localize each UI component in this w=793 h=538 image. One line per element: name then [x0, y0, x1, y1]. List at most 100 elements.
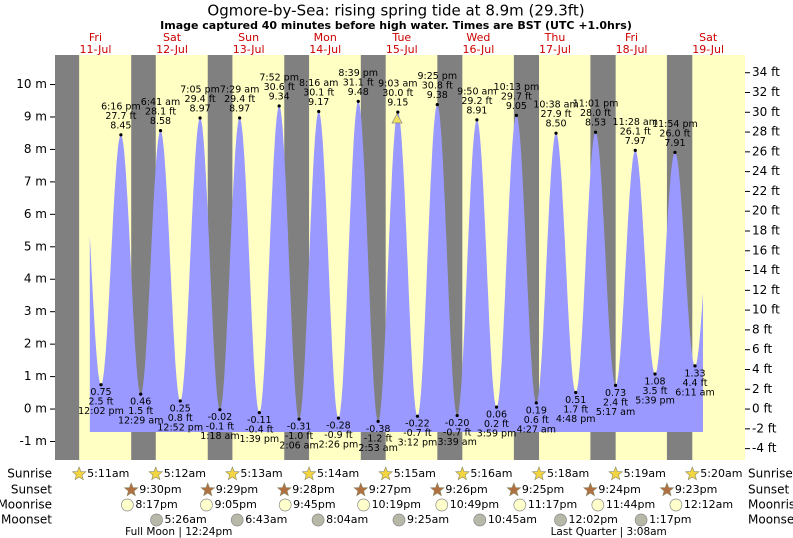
sunrise-icon	[608, 466, 624, 481]
high-tide-label: 29.4 ft	[224, 94, 255, 105]
high-tide-label: 9.05	[506, 101, 527, 112]
y-tick-label: 2 m	[24, 337, 47, 351]
y2-tick-label: 0 ft	[752, 402, 772, 416]
moonset-icon	[634, 513, 648, 527]
high-tide-label: 6:16 pm	[101, 101, 141, 112]
y2-tick-label: 28 ft	[752, 125, 780, 139]
moonrise-icon	[669, 498, 683, 512]
high-tide-label: 8.45	[110, 120, 131, 131]
y2-tick-label: 30 ft	[752, 105, 780, 119]
low-tide-label: -0.9 ft	[324, 430, 353, 441]
low-tide-label: -1.2 ft	[364, 433, 393, 444]
sunset-icon	[429, 482, 445, 497]
night-band	[55, 55, 80, 460]
tide-point	[693, 364, 697, 368]
high-tide-label: 30.8 ft	[422, 81, 453, 92]
y-tick-label: 8 m	[24, 142, 47, 156]
high-tide-label: 9.17	[308, 97, 329, 108]
tide-point	[514, 113, 519, 117]
low-tide-label: -0.7 ft	[443, 428, 472, 439]
high-tide-label: 8.97	[190, 103, 211, 114]
day-name: Wed	[466, 31, 490, 44]
tide-point	[534, 401, 538, 405]
high-tide-label: 26.1 ft	[620, 126, 651, 137]
sunrise-time: 5:12am	[164, 467, 206, 480]
low-tide-label: -0.38	[366, 424, 391, 435]
low-tide-label: 12:29 am	[118, 416, 163, 427]
y2-tick-label: -4 ft	[752, 441, 777, 455]
moonrise-icon	[120, 498, 134, 512]
low-tide-label: -0.20	[445, 418, 470, 429]
tide-point	[593, 130, 598, 134]
tide-point	[376, 419, 380, 423]
sunrise-time: 5:20am	[700, 467, 742, 480]
high-tide-label: 11:54 pm	[652, 119, 698, 130]
sunrise-time: 5:16am	[470, 467, 512, 480]
sunrise-time: 5:18am	[547, 467, 589, 480]
high-tide-label: 28.0 ft	[580, 108, 611, 119]
tide-point	[653, 372, 657, 376]
high-tide-label: 27.7 ft	[105, 111, 136, 122]
moonrise-icon	[278, 498, 292, 512]
high-tide-label: 11:01 pm	[573, 99, 619, 110]
moon-phase: Last Quarter | 3:08am	[551, 526, 667, 538]
sunrise-time: 5:14am	[317, 467, 359, 480]
low-tide-label: 5:17 am	[596, 407, 635, 418]
tide-point	[297, 417, 301, 421]
day-name: Sat	[699, 31, 718, 44]
chart-title: Ogmore-by-Sea: rising spring tide at 8.9…	[207, 2, 584, 20]
tide-point	[396, 110, 400, 114]
high-tide-label: 9.34	[269, 91, 290, 102]
tide-point	[613, 383, 618, 387]
moonrise-icon	[513, 498, 527, 512]
y2-tick-label: 20 ft	[752, 204, 780, 218]
tide-point	[99, 383, 103, 387]
high-tide-label: 9.38	[427, 90, 448, 101]
low-tide-label: 4:27 am	[517, 424, 556, 435]
moonset-time: 8:04am	[326, 513, 368, 526]
y2-tick-label: 10 ft	[752, 303, 780, 317]
row-label: Sunrise	[748, 467, 793, 481]
low-tide-label: 4:48 pm	[556, 414, 596, 425]
moonset-time: 10:45am	[488, 513, 537, 526]
sunset-time: 9:30pm	[139, 483, 181, 496]
high-tide-label: 7:52 pm	[259, 72, 299, 83]
row-label: Sunrise	[7, 467, 52, 481]
tide-point	[198, 116, 202, 120]
sunset-time: 9:27pm	[369, 483, 411, 496]
row-label: Moonset	[1, 513, 52, 527]
sunset-icon	[582, 482, 598, 497]
day-date: 17-Jul	[539, 43, 571, 56]
y2-tick-label: 14 ft	[752, 263, 780, 277]
low-tide-label: 1:39 pm	[240, 434, 280, 445]
high-tide-label: 9.48	[348, 87, 369, 98]
high-tide-label: 7.97	[625, 136, 646, 147]
day-name: Mon	[314, 31, 337, 44]
high-tide-label: 29.7 ft	[501, 91, 532, 102]
high-tide-label: 7:29 am	[220, 84, 259, 95]
row-label: Sunset	[11, 483, 52, 497]
high-tide-label: 30.0 ft	[382, 88, 413, 99]
high-tide-label: 29.2 ft	[461, 96, 492, 107]
low-tide-label: -0.11	[247, 415, 272, 426]
day-date: 13-Jul	[233, 43, 265, 56]
tide-point	[336, 416, 341, 420]
low-tide-label: 4.4 ft	[682, 378, 707, 389]
low-tide-label: -0.7 ft	[403, 428, 432, 439]
y-tick-label: 4 m	[24, 272, 47, 286]
low-tide-label: 2.4 ft	[603, 397, 628, 408]
high-tide-label: 9:50 am	[457, 86, 496, 97]
tide-point	[554, 131, 558, 135]
low-tide-label: 0.75	[90, 387, 111, 398]
low-tide-label: -0.28	[326, 421, 351, 432]
high-tide-label: 30.6 ft	[264, 82, 295, 93]
high-tide-label: 9:03 am	[378, 79, 417, 90]
high-tide-label: 8:16 am	[299, 78, 338, 89]
low-tide-label: 0.6 ft	[524, 415, 549, 426]
y-tick-label: 0 m	[24, 402, 47, 416]
sunrise-time: 5:15am	[394, 467, 436, 480]
tide-point	[238, 116, 242, 120]
tide-point	[218, 408, 222, 412]
